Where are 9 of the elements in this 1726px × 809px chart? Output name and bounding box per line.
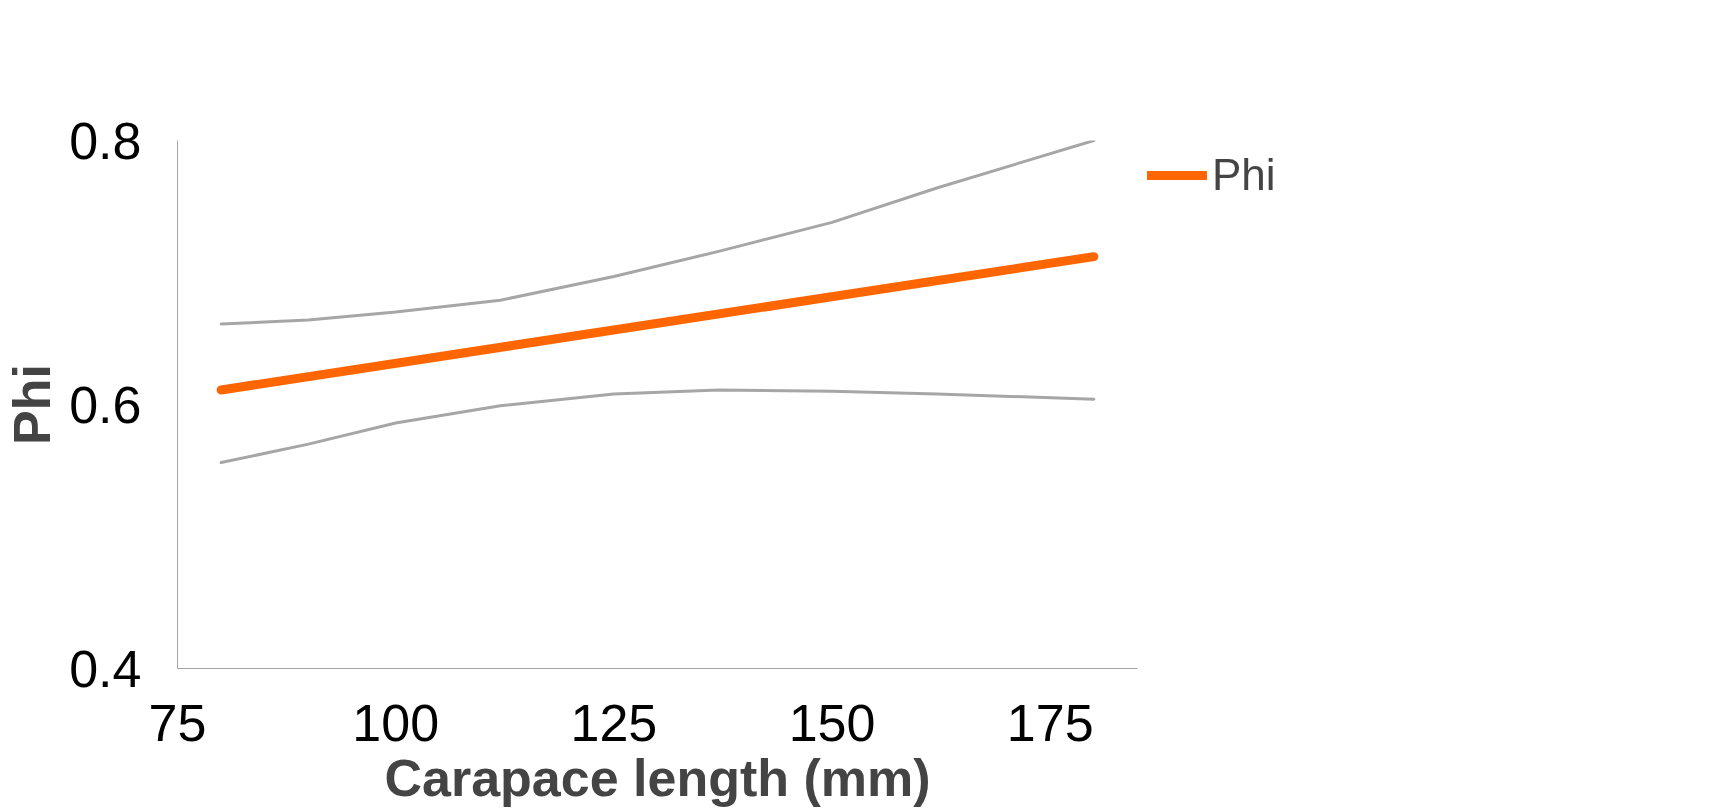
x-tick-label: 75 [148, 693, 207, 752]
line-series [219, 140, 1096, 326]
line-series [219, 388, 1096, 465]
y-tick-label: 0.8 [69, 111, 142, 170]
x-tick-label: 175 [1006, 693, 1094, 752]
y-axis-title: Phi [3, 364, 62, 445]
y-tick-label: 0.6 [69, 375, 142, 434]
y-tick-label: 0.4 [69, 639, 142, 698]
legend-label: Phi [1212, 150, 1276, 200]
